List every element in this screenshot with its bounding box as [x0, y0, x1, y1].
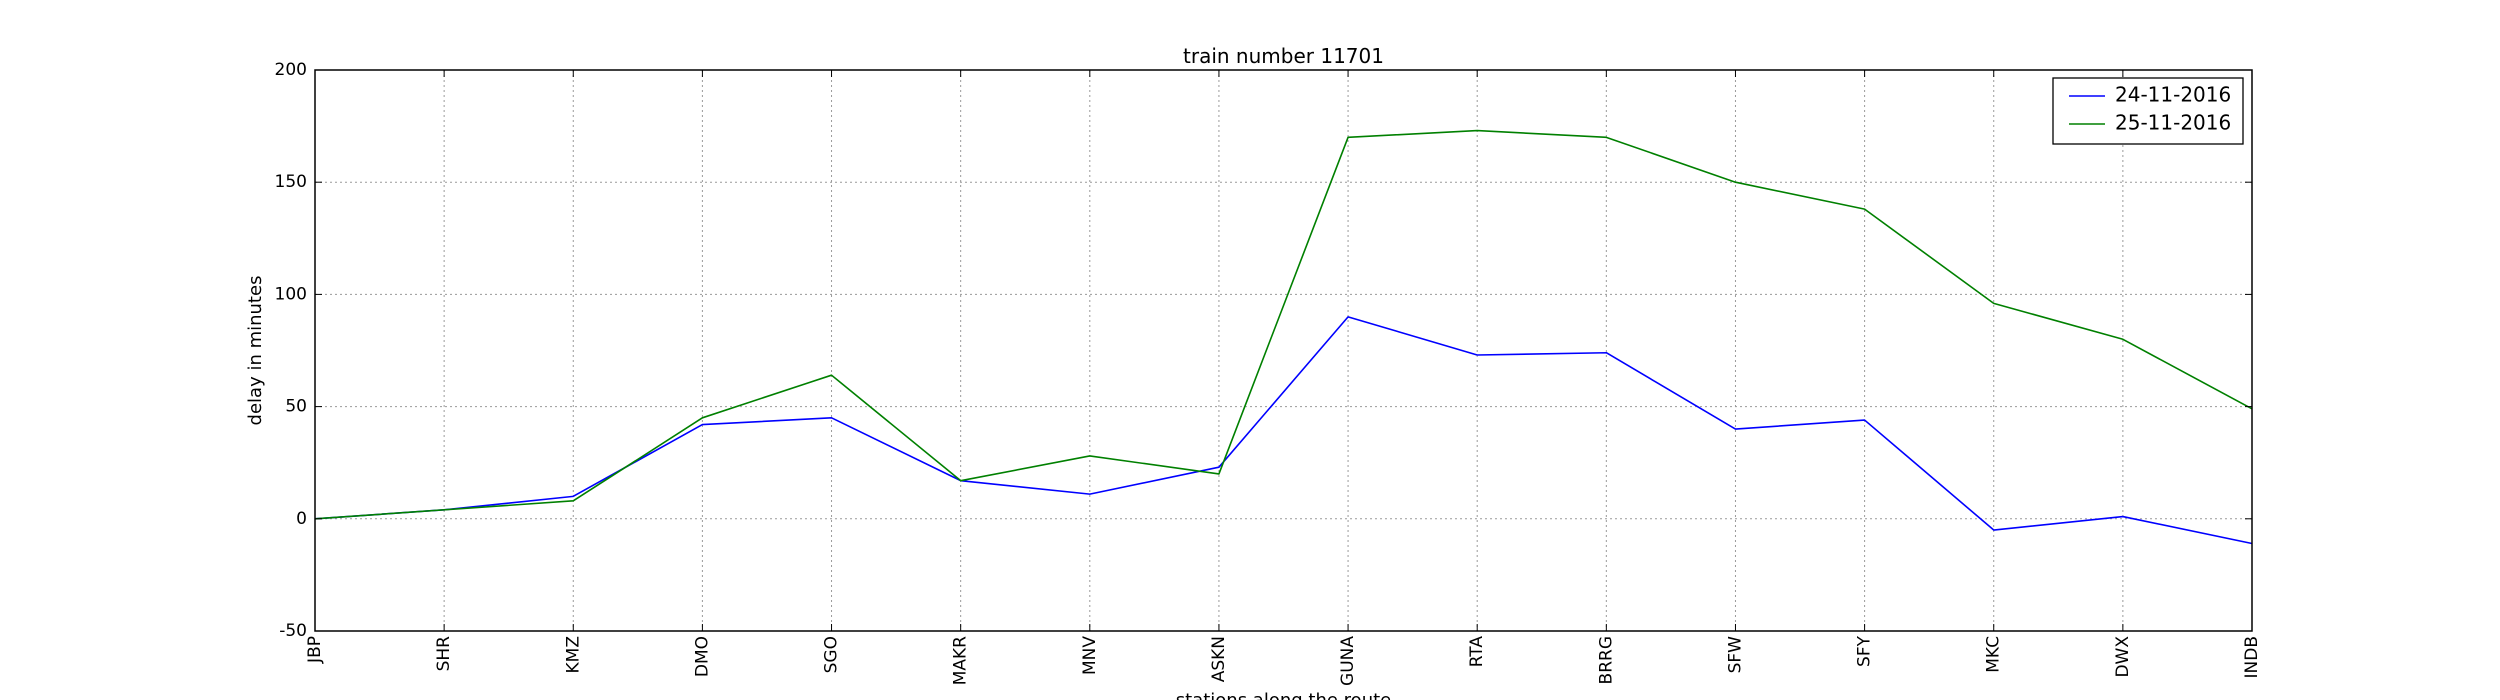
- x-tick-label: SGO: [822, 636, 842, 673]
- x-axis-title: stations along the route: [1176, 690, 1391, 700]
- y-tick-label: 200: [275, 60, 307, 80]
- x-tick-label: MAKR: [951, 636, 971, 685]
- x-tick-label: INDB: [2242, 636, 2262, 678]
- x-tick-label: DMO: [692, 636, 712, 677]
- legend: 24-11-2016 25-11-2016: [2052, 77, 2244, 145]
- x-tick-label: ASKN: [1209, 636, 1229, 682]
- x-tick-label: JBP: [305, 636, 325, 664]
- chart-title: train number 11701: [1183, 44, 1384, 68]
- x-tick-label: MKC: [1984, 636, 2004, 673]
- series-lines: [314, 129, 2253, 545]
- y-tick-label: 0: [296, 509, 307, 529]
- x-tick-label: GUNA: [1338, 636, 1358, 686]
- axis-ticks: JBP SHR KMZ DMO SGO MAKR MNV ASKN GUNA RTA BRRG SFW…: [275, 60, 2262, 686]
- y-tick-label: -50: [279, 621, 307, 641]
- x-tick-label: BRRG: [1596, 636, 1616, 684]
- legend-box: [2052, 77, 2244, 145]
- series-line-25-11-2016: [314, 129, 2253, 520]
- x-tick-label: SFW: [1725, 636, 1745, 674]
- x-tick-label: RTA: [1467, 636, 1487, 668]
- legend-label: 24-11-2016: [2115, 83, 2231, 107]
- series-line-24-11-2016: [314, 316, 2253, 545]
- y-tick-label: 150: [275, 172, 307, 192]
- x-tick-label: MNV: [1080, 636, 1100, 675]
- legend-label: 25-11-2016: [2115, 111, 2231, 135]
- x-tick-label: KMZ: [563, 636, 583, 673]
- y-tick-label: 100: [275, 284, 307, 304]
- y-axis-title: delay in minutes: [245, 276, 266, 426]
- plot-frame: [314, 69, 2253, 632]
- x-tick-label: DWX: [2113, 636, 2133, 678]
- grid: [315, 70, 2252, 631]
- x-tick-label: SFY: [1855, 635, 1875, 667]
- x-tick-label: SHR: [434, 636, 454, 672]
- y-tick-label: 50: [285, 397, 307, 417]
